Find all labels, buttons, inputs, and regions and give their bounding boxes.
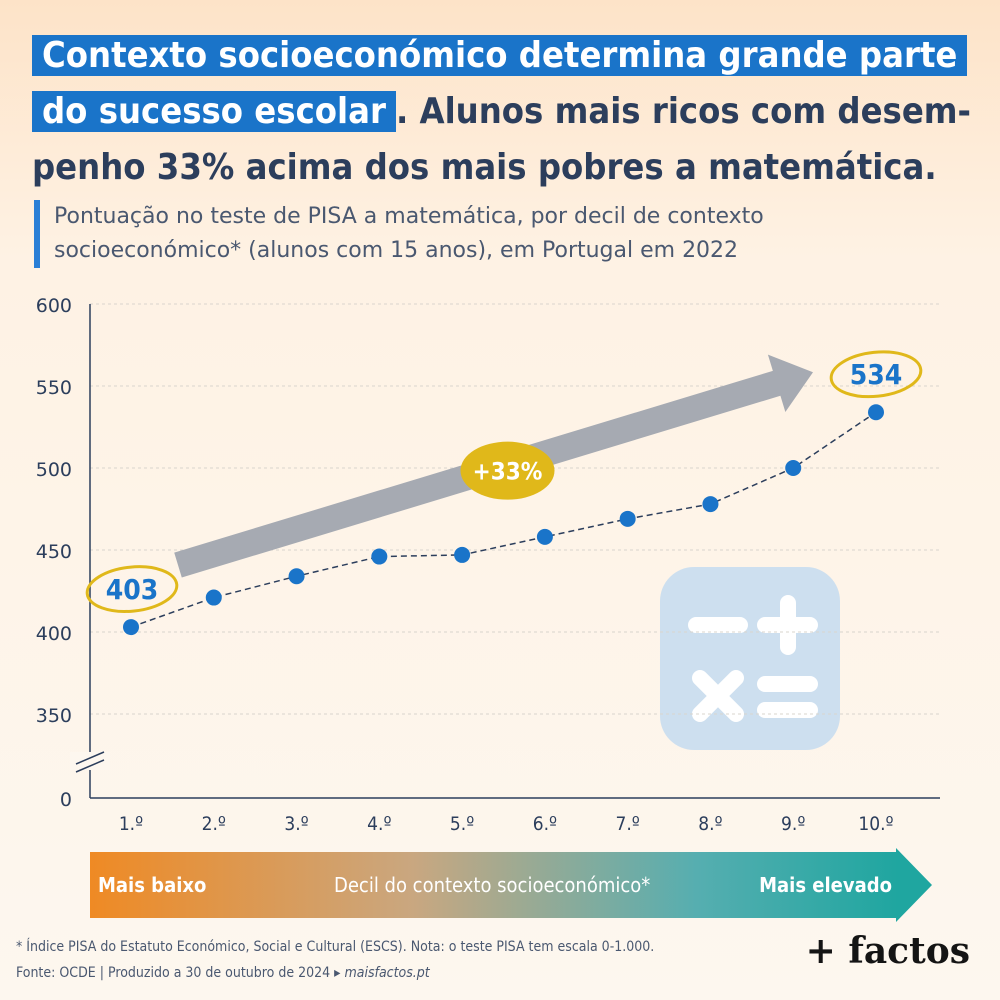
series-line — [130, 411, 877, 628]
band-low-label: Mais baixo — [98, 873, 207, 897]
x-tick-label: 5.º — [450, 813, 474, 835]
source-link[interactable]: maisfactos.pt — [344, 965, 430, 981]
value-callout-ring — [85, 565, 179, 613]
value-callout: 534 — [850, 358, 903, 391]
y-tick-label: 500 — [36, 459, 72, 481]
chart-subtitle: Pontuação no teste de PISA a matemática,… — [34, 200, 954, 268]
x-tick-label: 6.º — [533, 813, 557, 835]
data-point — [785, 460, 802, 476]
x-tick-label: 10.º — [858, 813, 893, 835]
value-callout-ring — [829, 350, 923, 399]
pct-badge — [460, 441, 555, 500]
decile-axis-band: Mais baixo Decil do contexto socioeconóm… — [90, 848, 932, 922]
brand-logo: + factos — [805, 930, 970, 972]
pct-label: +33% — [473, 458, 543, 486]
y-tick-label: 450 — [36, 541, 72, 563]
axis-break-mark — [75, 751, 105, 765]
band-high-label: Mais elevado — [759, 873, 892, 897]
y-tick-label: 350 — [36, 705, 72, 727]
x-tick-label: 1.º — [119, 813, 143, 835]
x-tick-label: 7.º — [615, 813, 639, 835]
x-tick-label: 9.º — [781, 813, 805, 835]
data-point — [536, 528, 553, 545]
chart-title: Contexto socioeconómico determina grande… — [32, 28, 982, 196]
data-point — [454, 546, 471, 563]
footnote-source: Fonte: OCDE | Produzido a 30 de outubro … — [16, 960, 654, 986]
y-tick-label: 400 — [36, 623, 72, 645]
calculator-icon — [660, 567, 840, 750]
x-tick-label: 3.º — [284, 813, 308, 835]
title-rest: . Alunos mais ricos com desem-penho 33% … — [32, 91, 971, 188]
x-tick-label: 4.º — [367, 813, 391, 835]
x-tick-label: 8.º — [698, 813, 722, 835]
axis-break-mark — [75, 759, 105, 773]
y-tick-label: 600 — [36, 295, 72, 317]
footnote-note: * Índice PISA do Estatuto Económico, Soc… — [16, 939, 655, 955]
source-text: Fonte: OCDE | Produzido a 30 de outubro … — [16, 965, 345, 981]
title-highlight-line1: Contexto socioeconómico determina grande… — [42, 35, 958, 76]
data-point — [619, 510, 636, 527]
axis-break-gap — [70, 752, 110, 770]
title-highlight-line2: do sucesso escolar — [42, 91, 386, 132]
data-point — [205, 589, 222, 606]
data-point — [123, 619, 139, 636]
data-point — [371, 548, 388, 565]
y-tick-label: 0 — [60, 789, 72, 811]
data-point — [868, 404, 884, 421]
x-tick-label: 2.º — [202, 813, 226, 835]
footnote: * Índice PISA do Estatuto Económico, Soc… — [16, 934, 654, 986]
data-point — [702, 496, 719, 513]
value-callout: 403 — [106, 573, 159, 606]
data-point — [288, 568, 305, 585]
band-axis-label: Decil do contexto socioeconómico* — [334, 873, 651, 897]
y-tick-label: 550 — [36, 377, 72, 399]
